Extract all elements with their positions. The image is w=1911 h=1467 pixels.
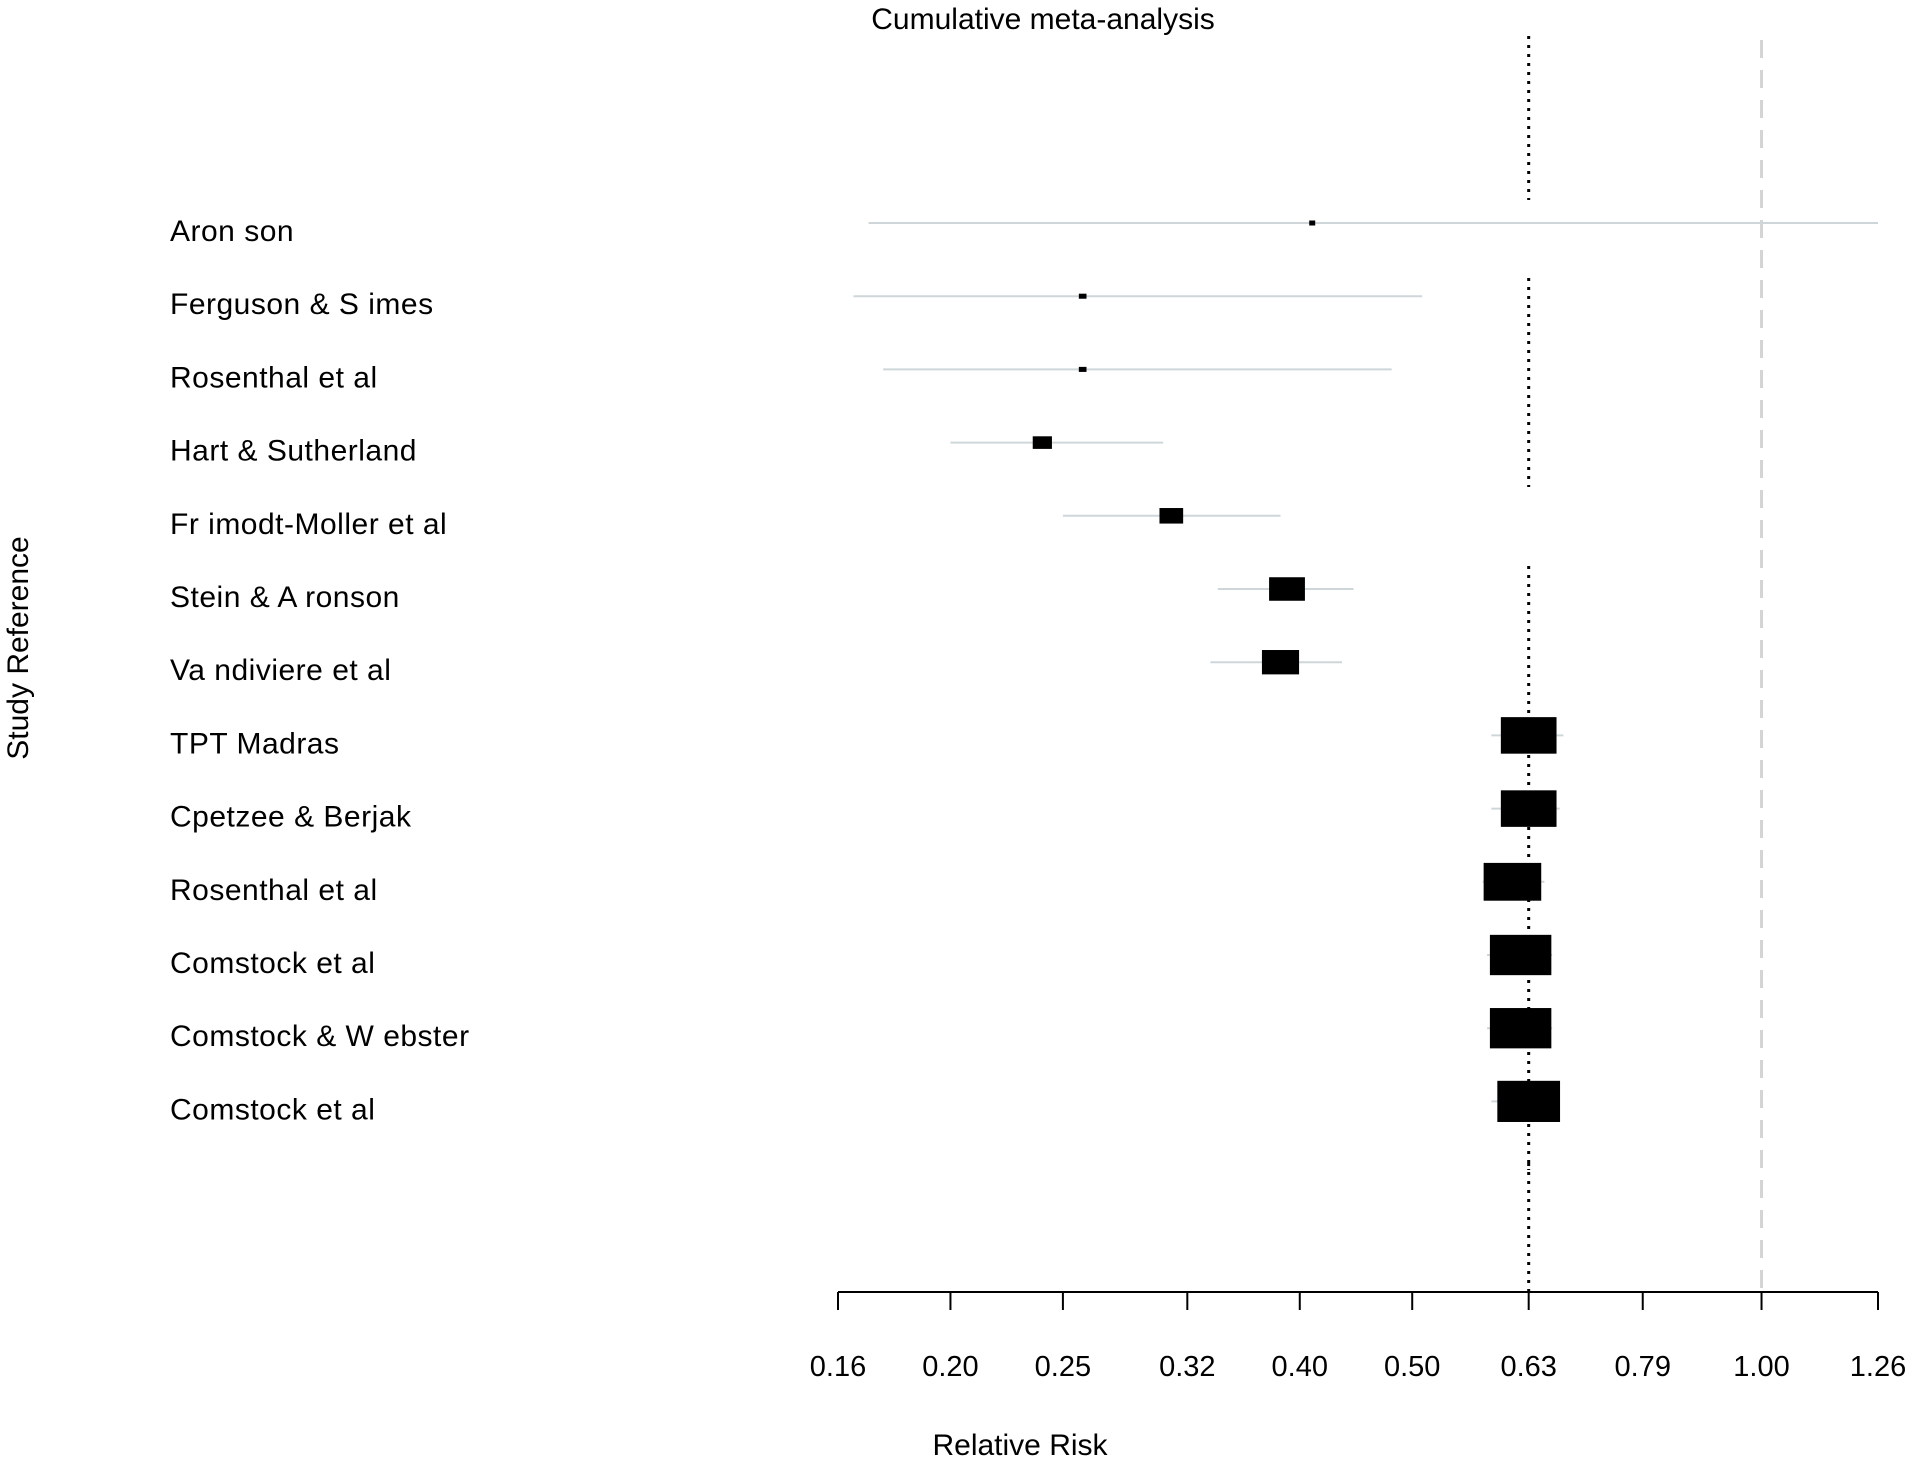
effect-box [1078, 293, 1087, 299]
x-tick-label: 0.20 [922, 1351, 978, 1383]
study-label: Hart & Sutherland [170, 435, 417, 468]
effect-box [1489, 934, 1552, 976]
x-tick-label: 0.16 [810, 1351, 866, 1383]
y-axis-title: Study Reference [2, 536, 35, 759]
study-label: Comstock et al [170, 947, 375, 980]
effect-box [1497, 1080, 1561, 1122]
chart-title: Cumulative meta-analysis [871, 3, 1214, 36]
reference-lines [1527, 36, 1764, 1292]
effect-box [1269, 577, 1305, 601]
x-tick-label: 0.40 [1272, 1351, 1328, 1383]
effect-box [1483, 862, 1542, 901]
effect-box [1500, 717, 1557, 754]
x-tick-label: 0.79 [1615, 1351, 1671, 1383]
confidence-intervals [853, 222, 1878, 1103]
study-label: Rosenthal et al [170, 361, 378, 394]
x-tick-label: 0.50 [1384, 1351, 1440, 1383]
study-label: Va ndiviere et al [170, 654, 391, 687]
x-axis-title: Relative Risk [932, 1429, 1108, 1462]
x-tick-label: 0.32 [1159, 1351, 1215, 1383]
x-tick-label: 0.25 [1035, 1351, 1091, 1383]
x-tick-label: 1.26 [1850, 1351, 1906, 1383]
point-estimates [1032, 220, 1561, 1122]
study-labels: Aron son Ferguson & S imes Rosenthal et al… [170, 215, 470, 1126]
effect-box [1159, 508, 1184, 524]
study-label: Fr imodt-Moller et al [170, 508, 447, 541]
study-label: Rosenthal et al [170, 874, 378, 907]
effect-box [1032, 436, 1052, 449]
effect-box [1309, 220, 1316, 226]
effect-box [1261, 650, 1300, 675]
study-label: Cpetzee & Berjak [170, 801, 412, 834]
effect-box [1500, 790, 1557, 827]
study-label: Comstock et al [170, 1093, 375, 1126]
study-label: TPT Madras [170, 727, 340, 760]
study-label: Comstock & W ebster [170, 1020, 470, 1053]
x-tick-label: 0.63 [1500, 1351, 1556, 1383]
effect-box [1489, 1008, 1552, 1049]
x-axis: 0.16 0.20 0.25 0.32 0.40 0.50 0.63 0.79 1.00 1.26 [810, 1291, 1906, 1383]
study-label: Aron son [170, 215, 294, 248]
study-label: Stein & A ronson [170, 581, 400, 614]
effect-box [1078, 366, 1087, 372]
x-tick-label: 1.00 [1733, 1351, 1789, 1383]
study-label: Ferguson & S imes [170, 288, 434, 321]
